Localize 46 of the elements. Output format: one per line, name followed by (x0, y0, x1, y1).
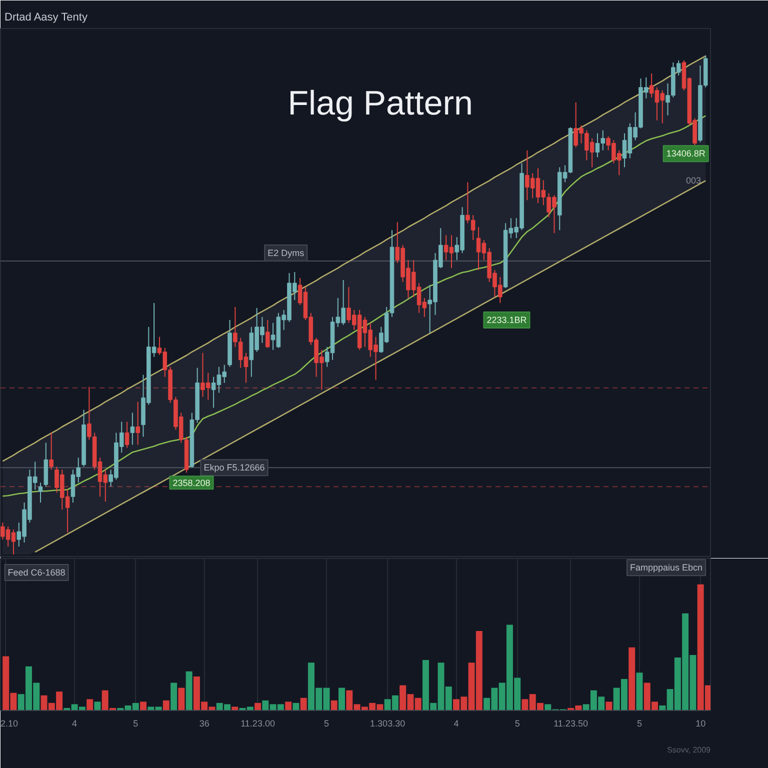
bar (178, 688, 185, 710)
x-tick-label: 5 (514, 718, 520, 728)
candlestick (49, 432, 54, 470)
annotation: 2358.208 (172, 478, 210, 488)
x-tick-label: 36 (199, 718, 210, 728)
x-tick-label: 4 (72, 718, 78, 728)
candlestick (265, 319, 270, 348)
text: Fampppaius Ebcn (630, 562, 703, 573)
bar (254, 702, 262, 710)
annotation: 003 (686, 176, 701, 186)
bar (232, 706, 238, 710)
candlestick (38, 482, 43, 504)
x-tick-label: 5 (324, 718, 329, 728)
ref-line-label: Ekpo F5.12666 (204, 462, 265, 473)
ref-line-label: E2 Dyms (268, 248, 305, 258)
x-tick-label: 5 (636, 718, 642, 728)
x-tick-label: 10 (696, 718, 706, 728)
x-tick-label: 4 (454, 718, 459, 728)
candlestick (136, 401, 140, 446)
candlestick (124, 421, 130, 448)
bar (140, 702, 147, 710)
x-tick-label: 1.303.30 (370, 718, 406, 728)
bar (330, 700, 338, 710)
bar (94, 702, 101, 710)
bar (186, 671, 192, 710)
text: Flag Pattern (288, 84, 473, 122)
bar (285, 702, 292, 710)
bar (300, 698, 307, 710)
x-tick-label: 2.10 (0, 718, 18, 728)
bar (162, 700, 170, 710)
bar (86, 699, 94, 710)
bar (628, 647, 636, 710)
x-tick-label: 11.23.00 (240, 718, 275, 728)
candlestick (130, 412, 135, 446)
bar (292, 702, 300, 710)
annotation: 2233.1BR (486, 314, 528, 325)
bar (606, 702, 612, 710)
text: Feed C6-1688 (8, 567, 66, 578)
bar (170, 682, 178, 710)
x-tick-label: 5 (133, 718, 138, 728)
annotation: 13406.8R (666, 148, 706, 159)
bar (636, 672, 643, 710)
chart-subtitle: Drtad Aasy Tenty (4, 12, 88, 24)
x-tick-label: 11.23.50 (554, 718, 588, 728)
bar (338, 688, 346, 710)
text: Ssovv, 2009 (667, 746, 712, 754)
